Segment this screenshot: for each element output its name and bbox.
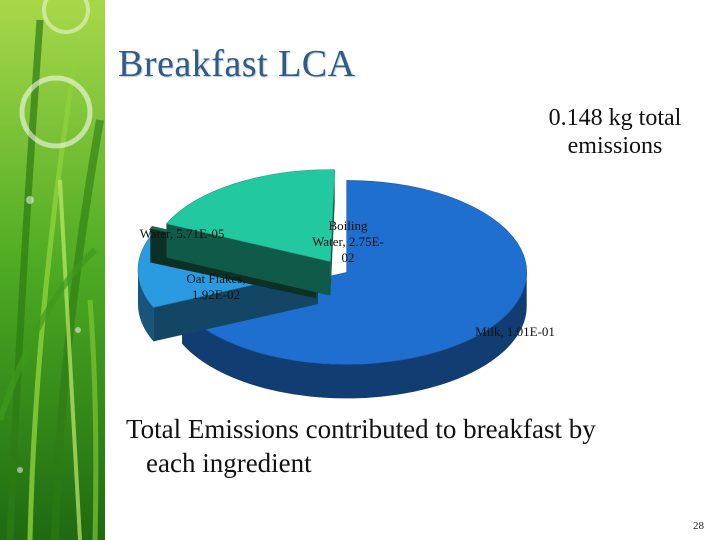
pie-slice-boiling-water (165, 169, 336, 296)
pie-slice-side-milk (182, 272, 527, 399)
chart-caption: Total Emissions contributed to breakfast… (126, 412, 706, 480)
slide-divider (105, 0, 108, 540)
caption-line-2: each ingredient (146, 448, 312, 478)
pie-slice-top-boiling-water (165, 169, 336, 262)
data-label-water: Water, 5.71E-05 (140, 226, 225, 241)
slide-title: Breakfast LCA (118, 43, 356, 85)
data-label-oat-flakes: Oat Flakes, 1.92E-02 (186, 271, 245, 302)
page-number: 28 (693, 520, 704, 532)
caption-line-1: Total Emissions contributed to breakfast… (126, 414, 596, 444)
pie-chart: Milk, 1.01E-01 Oat Flakes, 1.92E-02 Water, … (137, 169, 555, 399)
pie-slice-wall-boiling-water (330, 169, 335, 296)
pie-slice-top-milk (181, 180, 527, 365)
grass-decoration (0, 0, 108, 540)
data-label-milk: Milk, 1.01E-01 (475, 324, 555, 339)
pie-slice-wall-boiling-water (166, 223, 331, 296)
total-emissions-label: 0.148 kg total emissions (548, 105, 682, 159)
pie-slice-side-oat-flakes (138, 270, 154, 342)
data-label-boiling-water: Boiling Water, 2.75E-02 (312, 218, 384, 265)
